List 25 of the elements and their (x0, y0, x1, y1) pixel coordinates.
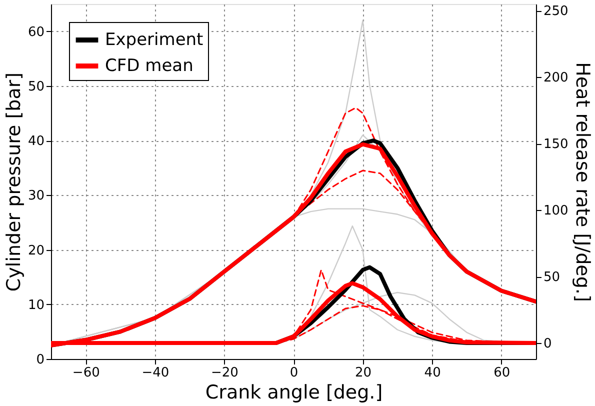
y2-tick-label: 150 (544, 137, 568, 152)
y-axis-title: Cylinder pressure [bar] (2, 72, 25, 292)
y-tick-label: 40 (28, 134, 44, 150)
legend-label: CFD mean (105, 56, 194, 76)
y2-tick-label: 0 (544, 336, 552, 352)
y-tick-label: 20 (28, 243, 44, 258)
x-tick-label: 40 (424, 366, 441, 380)
legend-label: Experiment (105, 30, 204, 50)
x-axis-title: Crank angle [deg.] (205, 382, 383, 404)
y-tick-label: 60 (28, 24, 44, 40)
y2-tick-label: 200 (544, 70, 568, 86)
x-tick-label: −60 (72, 366, 100, 380)
x-tick-label: −40 (142, 366, 170, 380)
y2-tick-label: 100 (544, 204, 568, 219)
y-tick-label: 0 (36, 352, 44, 368)
x-tick-label: −20 (210, 366, 238, 380)
y2-axis-title: Heat release rate [J/deg.] (571, 62, 594, 302)
x-tick-label: 60 (494, 366, 510, 380)
y-tick-label: 30 (28, 188, 44, 204)
y-tick-label: 10 (28, 298, 44, 313)
y-tick-label: 50 (28, 79, 44, 94)
y2-tick-label: 250 (544, 4, 568, 20)
x-tick-label: 20 (355, 366, 372, 380)
y2-tick-label: 50 (544, 270, 560, 286)
x-tick-label: 0 (290, 366, 298, 380)
